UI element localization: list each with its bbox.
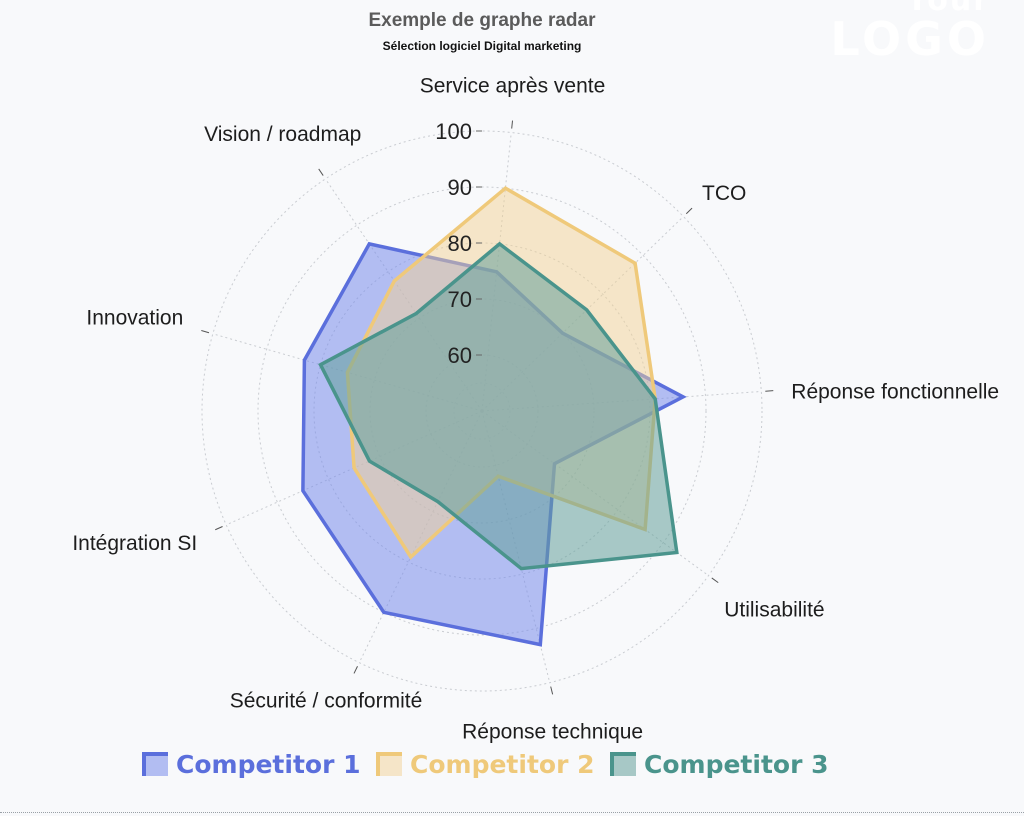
grid-circle <box>201 130 763 692</box>
legend-item-competitor-3[interactable]: Competitor 3 <box>610 744 829 784</box>
axis-tick-mark <box>711 577 719 584</box>
axis-label: Service après vente <box>420 75 606 98</box>
axis-label: Utilisabilité <box>724 599 824 622</box>
axis-tick-mark <box>215 526 223 531</box>
axis-label: Sécurité / conformité <box>230 689 423 712</box>
axis-label: Intégration SI <box>72 532 197 555</box>
axis-tick-mark <box>353 666 358 674</box>
series-polygon-competitor-3 <box>318 241 679 571</box>
axis-label: Innovation <box>86 307 183 330</box>
chart-subtitle: Sélection logiciel Digital marketing <box>382 39 582 53</box>
axis-label: Réponse technique <box>462 720 643 743</box>
axis-tick-mark <box>550 686 554 695</box>
legend-swatch-competitor-1 <box>142 752 168 776</box>
axis-tick-mark <box>765 390 774 392</box>
legend-swatch-competitor-2 <box>376 752 402 776</box>
legend-swatch-competitor-3 <box>610 752 636 776</box>
radial-tick-label: 90 <box>448 175 472 200</box>
legend-item-competitor-1[interactable]: Competitor 1 <box>142 744 361 784</box>
radial-tick-label: 80 <box>448 231 472 256</box>
axis-tick-mark <box>511 120 514 129</box>
legend: Competitor 1 Competitor 2 Competitor 3 <box>0 744 1024 784</box>
legend-item-competitor-2[interactable]: Competitor 2 <box>376 744 595 784</box>
axis-tick-mark <box>201 330 210 334</box>
axis-tick-mark <box>685 207 693 215</box>
radial-tick-label: 60 <box>448 343 472 368</box>
chart-title: Exemple de graphe radar <box>368 10 596 31</box>
axis-label: Vision / roadmap <box>204 123 361 146</box>
axis-tick-mark <box>318 168 324 176</box>
footer-divider <box>0 812 1024 813</box>
axis-label: Réponse fonctionnelle <box>791 381 999 404</box>
radial-tick-label: 70 <box>448 287 472 312</box>
logo: Your LOGO <box>830 0 990 66</box>
legend-label-competitor-2: Competitor 2 <box>410 749 595 779</box>
legend-label-competitor-3: Competitor 3 <box>644 749 829 779</box>
axis-label: TCO <box>702 182 746 205</box>
radial-tick-label: 100 <box>435 119 472 144</box>
legend-label-competitor-1: Competitor 1 <box>176 749 361 779</box>
